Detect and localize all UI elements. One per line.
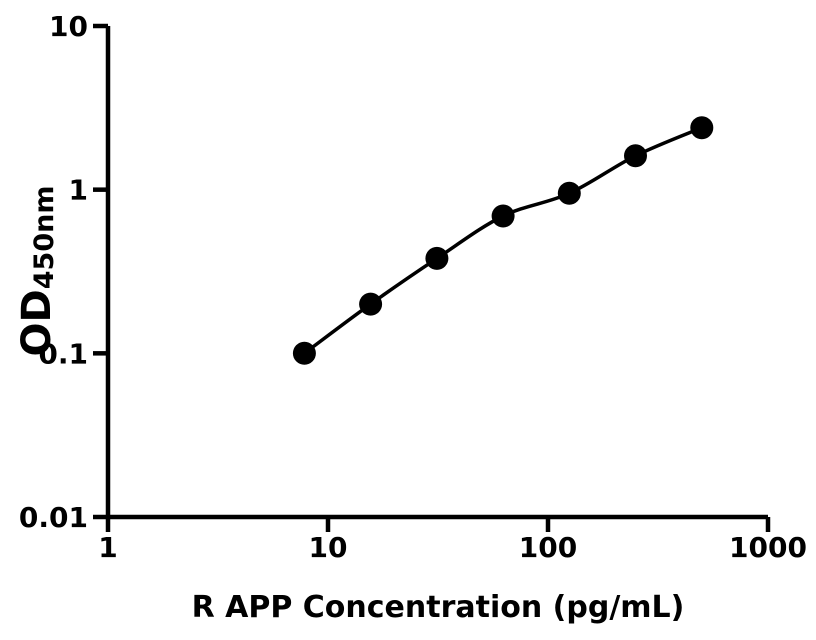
x-tick-label: 1000 [729,531,807,564]
data-point [557,181,581,205]
data-point [359,292,383,316]
svg-text:OD450nm: OD450nm [14,186,60,357]
y-tick-label: 0.1 [38,337,88,370]
data-point [491,204,515,228]
x-tick-label: 100 [519,531,577,564]
x-tick-label: 1 [98,531,117,564]
y-axis-title: OD450nm [14,186,60,357]
y-tick-label: 0.01 [19,501,88,534]
data-point [624,144,647,168]
x-axis-title: R APP Concentration (pg/mL) [192,590,685,625]
plot-area: 0.01 0.1 1 10 1 10 100 1000 [19,10,807,564]
y-tick-label: 1 [69,174,88,207]
data-point [690,116,714,140]
y-tick-label: 10 [49,10,88,43]
data-point [292,341,316,365]
axis-frame [105,26,768,520]
data-point [425,246,449,270]
x-tick-label: 10 [309,531,348,564]
y-axis-title-text: OD [14,289,60,356]
y-axis-title-subscript: 450nm [29,186,60,290]
